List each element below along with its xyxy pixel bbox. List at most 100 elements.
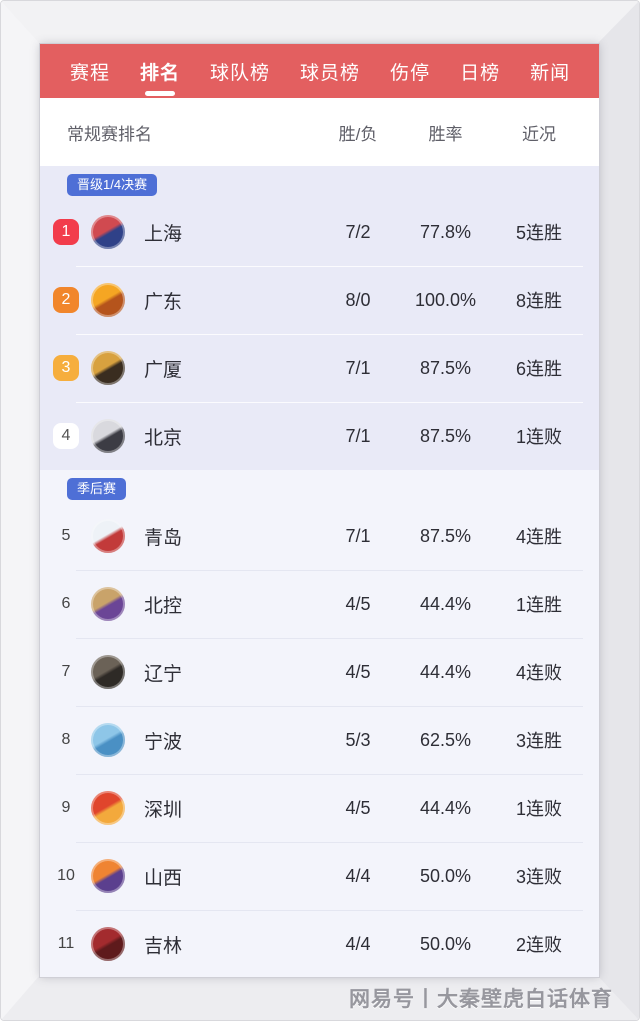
streak-value: 2连败 bbox=[515, 935, 562, 955]
table-row[interactable]: 9 深圳 4/5 44.4% 1连败 bbox=[40, 774, 599, 842]
ningbo-rockets-logo bbox=[91, 723, 125, 757]
table-row[interactable]: 5 青岛 7/1 87.5% 4连胜 bbox=[40, 502, 599, 570]
beikong-royal-fighters-logo bbox=[91, 587, 125, 621]
rank-badge: 3 bbox=[53, 355, 79, 381]
standings-list: 5 青岛 7/1 87.5% 4连胜 6 北控 4/5 44.4% 1连胜 7 … bbox=[40, 502, 599, 977]
streak-value: 3连胜 bbox=[515, 731, 562, 751]
section-badge: 晋级1/4决赛 bbox=[67, 174, 158, 196]
team-name: 山西 bbox=[144, 867, 183, 889]
logo-cell bbox=[82, 351, 134, 385]
rank-cell: 4 bbox=[40, 423, 82, 449]
streak-value: 4连胜 bbox=[515, 527, 562, 547]
table-row[interactable]: 3 广厦 7/1 87.5% 6连胜 bbox=[40, 334, 599, 402]
win-pct-value: 44.4% bbox=[419, 661, 472, 682]
streak-value: 6连胜 bbox=[515, 359, 562, 379]
rank-cell: 9 bbox=[40, 795, 82, 821]
table-row[interactable]: 8 宁波 5/3 62.5% 3连胜 bbox=[40, 706, 599, 774]
win-pct-value: 87.5% bbox=[419, 525, 472, 546]
table-row[interactable]: 2 广东 8/0 100.0% 8连胜 bbox=[40, 266, 599, 334]
rank-cell: 6 bbox=[40, 591, 82, 617]
win-pct-value: 77.8% bbox=[419, 221, 472, 242]
streak-value: 1连败 bbox=[515, 427, 562, 447]
win-pct-value: 100.0% bbox=[414, 289, 477, 310]
win-loss-value: 4/4 bbox=[345, 865, 371, 886]
win-pct-value: 44.4% bbox=[419, 593, 472, 614]
logo-cell bbox=[82, 927, 134, 961]
win-pct-value: 44.4% bbox=[419, 797, 472, 818]
table-row[interactable]: 10 山西 4/4 50.0% 3连败 bbox=[40, 842, 599, 910]
column-header-win-pct: 胜率 bbox=[428, 124, 463, 144]
rank-badge: 10 bbox=[57, 867, 75, 884]
nav-tab-球队榜[interactable]: 球队榜 bbox=[210, 62, 271, 84]
logo-cell bbox=[82, 859, 134, 893]
logo-cell bbox=[82, 419, 134, 453]
streak-value: 1连败 bbox=[515, 799, 562, 819]
nav-tab-伤停[interactable]: 伤停 bbox=[390, 62, 431, 84]
win-loss-value: 4/5 bbox=[345, 797, 371, 818]
team-name: 上海 bbox=[144, 223, 183, 245]
logo-cell bbox=[82, 723, 134, 757]
rank-badge: 1 bbox=[53, 219, 79, 245]
win-loss-value: 4/4 bbox=[345, 933, 371, 954]
win-loss-value: 7/1 bbox=[345, 357, 371, 378]
rank-badge: 8 bbox=[61, 731, 71, 748]
column-header-win-loss: 胜/负 bbox=[338, 124, 378, 144]
nav-tab-日榜[interactable]: 日榜 bbox=[460, 62, 501, 84]
section-badge: 季后赛 bbox=[67, 478, 127, 500]
team-name: 北京 bbox=[144, 427, 183, 449]
streak-value: 5连胜 bbox=[515, 223, 562, 243]
win-loss-value: 7/1 bbox=[345, 425, 371, 446]
nav-tab-新闻[interactable]: 新闻 bbox=[530, 62, 571, 84]
win-pct-value: 50.0% bbox=[419, 865, 472, 886]
logo-cell bbox=[82, 519, 134, 553]
rank-cell: 2 bbox=[40, 287, 82, 313]
guangdong-tigers-logo bbox=[91, 283, 125, 317]
rank-badge: 4 bbox=[53, 423, 79, 449]
team-name: 吉林 bbox=[144, 935, 183, 957]
column-header-recent: 近况 bbox=[522, 124, 556, 144]
team-name: 广东 bbox=[144, 291, 183, 313]
shanghai-sharks-logo bbox=[91, 215, 125, 249]
rank-cell: 11 bbox=[40, 931, 82, 957]
rank-badge: 6 bbox=[61, 595, 71, 612]
logo-cell bbox=[82, 587, 134, 621]
table-row[interactable]: 4 北京 7/1 87.5% 1连败 bbox=[40, 402, 599, 470]
rank-badge: 2 bbox=[53, 287, 79, 313]
nav-tab-球员榜[interactable]: 球员榜 bbox=[300, 62, 361, 84]
streak-value: 1连胜 bbox=[515, 595, 562, 615]
win-pct-value: 87.5% bbox=[419, 425, 472, 446]
nav-tab-赛程[interactable]: 赛程 bbox=[70, 62, 111, 84]
win-pct-value: 87.5% bbox=[419, 357, 472, 378]
rank-cell: 7 bbox=[40, 659, 82, 685]
table-title: 常规赛排名 bbox=[67, 124, 152, 144]
logo-cell bbox=[82, 283, 134, 317]
top-nav-bar: 赛程 排名 球队榜 球员榜 伤停 日榜 新闻 bbox=[40, 44, 599, 98]
qingdao-eagles-logo bbox=[91, 519, 125, 553]
streak-value: 4连败 bbox=[515, 663, 562, 683]
rank-cell: 5 bbox=[40, 523, 82, 549]
rank-cell: 3 bbox=[40, 355, 82, 381]
nav-tab-排名[interactable]: 排名 bbox=[140, 58, 180, 85]
win-loss-value: 4/5 bbox=[345, 661, 371, 682]
win-loss-value: 4/5 bbox=[345, 593, 371, 614]
rank-cell: 1 bbox=[40, 219, 82, 245]
table-row[interactable]: 11 吉林 4/4 50.0% 2连败 bbox=[40, 910, 599, 977]
table-header-row: 常规赛排名 胜/负 胜率 近况 bbox=[40, 98, 599, 166]
rank-badge: 5 bbox=[61, 527, 71, 544]
rank-badge: 9 bbox=[61, 799, 71, 816]
team-name: 广厦 bbox=[144, 359, 183, 381]
shanxi-loongs-logo bbox=[91, 859, 125, 893]
team-name: 深圳 bbox=[144, 799, 183, 821]
logo-cell bbox=[82, 655, 134, 689]
win-loss-value: 8/0 bbox=[345, 289, 371, 310]
rank-badge: 7 bbox=[61, 663, 71, 680]
table-row[interactable]: 6 北控 4/5 44.4% 1连胜 bbox=[40, 570, 599, 638]
section-playoffs: 季后赛 5 青岛 7/1 87.5% 4连胜 6 北控 4/5 44.4% 1连… bbox=[40, 470, 599, 977]
table-row[interactable]: 1 上海 7/2 77.8% 5连胜 bbox=[40, 198, 599, 266]
win-loss-value: 7/1 bbox=[345, 525, 371, 546]
table-row[interactable]: 7 辽宁 4/5 44.4% 4连败 bbox=[40, 638, 599, 706]
publisher-watermark: 网易号丨大秦壁虎白话体育 bbox=[349, 988, 613, 1011]
liaoning-flying-leopards-logo bbox=[91, 655, 125, 689]
team-name: 北控 bbox=[144, 595, 183, 617]
